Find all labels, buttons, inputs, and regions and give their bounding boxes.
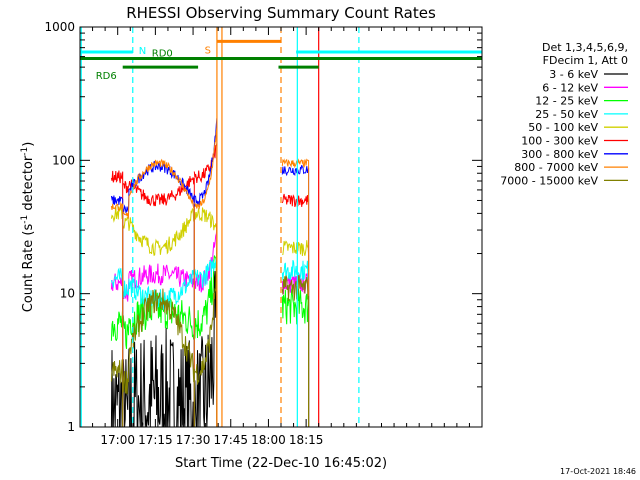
- flag-label: RD6: [96, 71, 117, 82]
- x-tick-label: 17:15: [138, 433, 173, 447]
- x-tick-label: 18:15: [289, 433, 324, 447]
- flag-label: RD0: [152, 49, 173, 60]
- series-line: [110, 255, 310, 427]
- legend: Det 1,3,4,5,6,9, FDecim 1, Att 0 3 - 6 k…: [500, 41, 628, 187]
- series-line: [110, 205, 310, 427]
- x-axis-label: Start Time (22-Dec-10 16:45:02): [175, 456, 387, 471]
- legend-entry-label: 3 - 6 keV: [549, 68, 598, 81]
- legend-entry-label: 100 - 300 keV: [521, 135, 598, 148]
- legend-entry-label: 25 - 50 keV: [535, 108, 598, 121]
- y-axis-label-sup2: -1: [20, 147, 30, 156]
- legend-header-line-1: Det 1,3,4,5,6,9,: [542, 41, 628, 54]
- y-axis-label-start: Count Rate (s: [21, 224, 36, 313]
- legend-entry-label: 7000 - 15000 keV: [500, 174, 598, 187]
- y-tick-label: 10: [60, 287, 75, 301]
- marker-layer: N RD0 RD6 S: [80, 27, 482, 427]
- y-axis-label-end: ): [21, 142, 36, 147]
- x-tick-label: 18:00: [251, 433, 286, 447]
- x-tick-label: 17:45: [213, 433, 248, 447]
- y-tick-label: 1: [67, 420, 75, 434]
- series-line: [110, 261, 218, 428]
- y-tick-label: 100: [52, 153, 75, 167]
- legend-entry-label: 6 - 12 keV: [542, 81, 598, 94]
- series-line: [110, 229, 310, 427]
- legend-entry-label: 12 - 25 keV: [535, 95, 598, 108]
- series-line: [110, 143, 310, 427]
- series-line: [110, 127, 310, 427]
- series-line: [110, 246, 310, 427]
- y-axis-label: Count Rate (s-1 detector-1): [20, 142, 36, 313]
- flag-label: N: [139, 46, 146, 57]
- y-tick-label: 1000: [44, 20, 75, 34]
- legend-entry-label: 300 - 800 keV: [521, 148, 598, 161]
- tick-layer: 1 10 100 1000 17:00 17:15 17:30 17:45 18:00 18:15: [44, 20, 482, 447]
- y-axis-label-sup1: -1: [20, 215, 30, 224]
- legend-header-line-2: FDecim 1, Att 0: [543, 54, 628, 67]
- chart-title: RHESSI Observing Summary Count Rates: [126, 4, 436, 22]
- series-layer: [110, 117, 310, 428]
- legend-entry-label: 50 - 100 keV: [528, 121, 598, 134]
- series-line: [110, 255, 310, 427]
- x-tick-label: 17:00: [100, 433, 135, 447]
- x-tick-label: 17:30: [176, 433, 211, 447]
- y-axis-label-mid: detector: [21, 155, 36, 215]
- footer-timestamp: 17-Oct-2021 18:46: [560, 467, 636, 476]
- series-line: [110, 117, 310, 427]
- flag-label: S: [205, 45, 211, 56]
- legend-entry-label: 800 - 7000 keV: [514, 161, 598, 174]
